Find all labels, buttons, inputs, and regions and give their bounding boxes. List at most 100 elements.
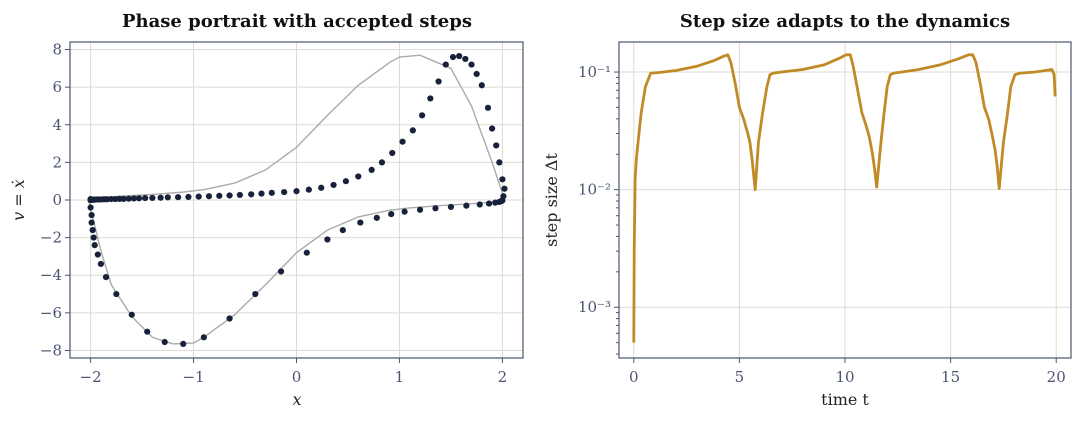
accepted-step-point [175, 194, 182, 201]
step-size-x-axis-label: time t [821, 390, 869, 409]
accepted-step-point [195, 193, 202, 200]
phase-x-tick-label: −2 [80, 368, 102, 386]
accepted-step-point [368, 166, 375, 174]
accepted-step-point [399, 138, 406, 145]
phase-x-tick-label: 0 [292, 368, 302, 386]
accepted-step-point [113, 290, 120, 298]
step-y-tick-label: 10⁻³ [578, 298, 611, 316]
accepted-step-point [88, 219, 95, 226]
accepted-step-point [281, 189, 288, 196]
accepted-step-point [330, 181, 337, 189]
accepted-step-point [442, 61, 449, 68]
accepted-step-point [236, 191, 243, 199]
accepted-step-point [102, 274, 110, 281]
phase-portrait-title: Phase portrait with accepted steps [122, 11, 472, 32]
phase-x-axis-label: x [292, 390, 301, 409]
accepted-step-point [91, 242, 98, 249]
phase-x-tick-label: 2 [498, 368, 508, 386]
accepted-step-point [342, 178, 350, 185]
accepted-step-point [88, 211, 95, 219]
phase-y-tick-label: 8 [52, 41, 62, 59]
accepted-step-point [389, 149, 396, 157]
accepted-step-point [401, 208, 408, 215]
accepted-step-point [144, 328, 151, 335]
accepted-step-point [489, 125, 496, 132]
accepted-step-point [94, 251, 101, 258]
accepted-step-point [496, 159, 503, 166]
accepted-step-point [324, 236, 331, 243]
accepted-step-point [427, 95, 434, 102]
step-size-title: Step size adapts to the dynamics [680, 11, 1010, 32]
phase-y-tick-label: −8 [40, 341, 62, 359]
accepted-step-point [226, 315, 233, 322]
accepted-step-point [252, 290, 259, 298]
accepted-step-point [277, 268, 285, 275]
accepted-step-point [142, 195, 149, 202]
phase-y-tick-label: −6 [40, 304, 62, 322]
phase-portrait-panel: Phase portrait with accepted steps −2 −1 0… [9, 11, 524, 409]
accepted-step-point [416, 206, 424, 213]
phase-y-axis-label: v = ẋ [9, 179, 28, 221]
accepted-step-point [248, 191, 255, 198]
step-x-tick-label: 20 [1047, 368, 1066, 386]
accepted-step-point [447, 203, 455, 211]
accepted-step-point [149, 194, 156, 202]
accepted-step-point [409, 127, 416, 134]
accepted-step-point [500, 193, 507, 200]
phase-x-tick-label: −1 [182, 368, 204, 386]
accepted-step-point [125, 195, 132, 202]
accepted-step-point [339, 226, 346, 234]
accepted-step-point [478, 82, 485, 89]
accepted-step-point [205, 193, 213, 200]
accepted-step-point [468, 61, 475, 68]
step-size-series-line [632, 53, 1057, 343]
phase-x-tick-label: 1 [395, 368, 405, 386]
phase-y-tick-label: −4 [40, 266, 62, 284]
accepted-step-point [473, 70, 480, 78]
step-x-tick-label: 0 [629, 368, 639, 386]
accepted-step-point [378, 159, 386, 166]
accepted-step-point [216, 192, 223, 199]
accepted-step-point [501, 185, 508, 192]
accepted-step-point [161, 338, 168, 346]
step-x-tick-label: 10 [835, 368, 854, 386]
accepted-step-point [449, 53, 457, 61]
accepted-step-point [258, 190, 265, 197]
accepted-step-point [135, 195, 143, 202]
accepted-step-point [303, 249, 310, 256]
phase-y-tick-label: 4 [52, 116, 62, 134]
accepted-step-point [357, 219, 364, 226]
accepted-step-point [180, 340, 187, 347]
accepted-step-point [87, 204, 94, 211]
step-y-tick-label: 10⁻² [578, 181, 611, 199]
accepted-step-point [456, 53, 463, 60]
accepted-step-point [185, 193, 192, 201]
phase-y-tick-label: 6 [52, 78, 62, 96]
phase-y-tick-label: −2 [40, 229, 62, 247]
step-y-tick-label: 10⁻¹ [578, 63, 611, 81]
accepted-step-point [130, 195, 137, 202]
accepted-step-point [318, 184, 325, 191]
accepted-step-point [373, 214, 380, 221]
accepted-step-point [200, 334, 207, 341]
accepted-step-point [419, 112, 426, 119]
accepted-step-point [305, 186, 312, 193]
accepted-step-point [493, 142, 500, 149]
accepted-step-point [463, 202, 470, 209]
accepted-step-point [476, 201, 483, 208]
accepted-step-point [499, 176, 506, 183]
accepted-step-point [485, 200, 493, 207]
accepted-step-point [388, 211, 395, 218]
accepted-step-point [293, 188, 300, 195]
step-x-tick-label: 5 [735, 368, 745, 386]
step-size-panel: Step size adapts to the dynamics 0 5 10 15 2… [542, 11, 1072, 409]
accepted-step-point [435, 78, 442, 85]
step-size-y-axis-label: step size Δt [542, 153, 561, 247]
accepted-step-point [226, 192, 233, 199]
accepted-step-point [87, 195, 94, 203]
accepted-step-point [164, 194, 171, 201]
accepted-step-point [90, 234, 97, 241]
accepted-step-point [128, 311, 135, 318]
accepted-step-point [462, 55, 469, 63]
